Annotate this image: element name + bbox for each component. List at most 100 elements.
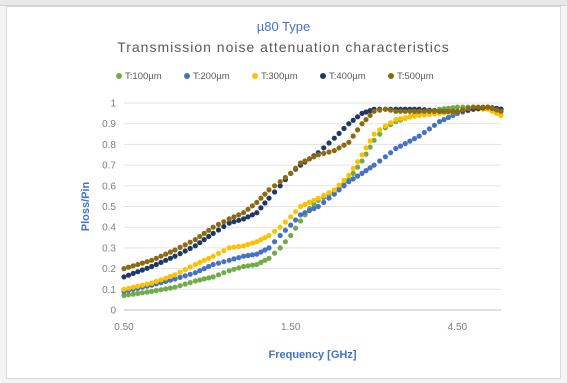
y-tick-label: 1 xyxy=(110,99,116,110)
data-point xyxy=(277,179,283,185)
data-point xyxy=(153,287,159,294)
data-point xyxy=(192,237,198,243)
data-point xyxy=(411,113,418,119)
data-point xyxy=(121,266,127,272)
data-point xyxy=(315,195,321,201)
data-point xyxy=(144,265,150,271)
data-point xyxy=(450,105,456,111)
data-point xyxy=(355,127,361,133)
data-point xyxy=(187,245,193,251)
data-point xyxy=(167,249,173,255)
data-point xyxy=(163,275,169,281)
data-point xyxy=(241,253,247,259)
data-point xyxy=(206,275,212,281)
data-point xyxy=(371,137,377,143)
data-point xyxy=(382,123,388,129)
data-point xyxy=(355,114,361,120)
data-point xyxy=(336,182,342,188)
data-point xyxy=(172,272,178,278)
data-point xyxy=(153,278,159,284)
data-point xyxy=(297,218,304,224)
legend-marker xyxy=(388,73,394,79)
data-point xyxy=(262,235,268,241)
data-point xyxy=(266,245,272,251)
data-point xyxy=(282,239,288,245)
data-point xyxy=(411,136,418,142)
data-point xyxy=(272,228,278,234)
data-point xyxy=(272,183,278,189)
data-point xyxy=(139,267,145,273)
data-point xyxy=(206,227,212,233)
data-point xyxy=(363,145,369,151)
data-point xyxy=(341,177,347,183)
data-point xyxy=(231,214,237,220)
data-point xyxy=(192,270,198,276)
data-point xyxy=(306,156,312,162)
data-point xyxy=(341,142,347,148)
data-point xyxy=(167,273,173,280)
data-point xyxy=(367,112,373,118)
data-point xyxy=(149,263,155,270)
legend-marker xyxy=(116,73,122,79)
data-point xyxy=(231,219,237,225)
data-point xyxy=(445,114,451,121)
data-point xyxy=(197,233,203,240)
data-point xyxy=(210,274,216,280)
data-point xyxy=(201,276,207,282)
data-point xyxy=(144,259,150,265)
y-tick-label: 0.6 xyxy=(102,181,116,192)
data-point xyxy=(288,214,294,220)
data-point xyxy=(297,160,304,166)
data-point xyxy=(336,187,342,193)
data-point xyxy=(249,212,255,218)
series-5 xyxy=(121,104,504,272)
y-tick-label: 0.5 xyxy=(102,202,116,213)
data-point xyxy=(377,107,383,113)
data-point xyxy=(445,108,451,114)
data-point xyxy=(197,259,203,265)
x-axis-title: Frequency [GHz] xyxy=(268,349,356,361)
data-point xyxy=(201,266,207,272)
data-point xyxy=(172,276,178,282)
data-point xyxy=(359,121,365,127)
data-point xyxy=(206,263,212,270)
data-point xyxy=(272,239,278,245)
data-point xyxy=(241,243,247,249)
data-point xyxy=(121,286,127,292)
top-strip xyxy=(0,0,567,6)
data-point xyxy=(441,117,447,123)
data-point xyxy=(402,115,408,121)
data-point xyxy=(377,131,383,137)
data-point xyxy=(177,251,183,257)
data-point xyxy=(421,112,427,118)
data-point xyxy=(182,267,188,273)
data-point xyxy=(163,286,169,292)
data-point xyxy=(388,107,394,113)
data-point xyxy=(421,108,427,114)
data-point xyxy=(426,126,432,132)
data-point xyxy=(197,240,203,246)
data-point xyxy=(331,148,337,154)
legend-label: T:400µm xyxy=(329,71,366,82)
data-point xyxy=(153,255,159,261)
data-point xyxy=(182,248,188,254)
data-point xyxy=(355,164,361,170)
x-tick-label: 4.50 xyxy=(448,322,468,333)
data-point xyxy=(172,253,178,259)
data-point xyxy=(226,220,232,226)
data-point xyxy=(377,127,383,133)
y-tick-label: 0 xyxy=(110,306,116,317)
data-point xyxy=(130,284,136,290)
legend-marker xyxy=(252,73,258,79)
data-point xyxy=(367,108,373,114)
data-point xyxy=(311,197,317,203)
data-point xyxy=(388,120,394,126)
data-point xyxy=(236,217,242,223)
data-point xyxy=(206,255,212,261)
data-point xyxy=(480,104,486,110)
data-point xyxy=(407,138,413,144)
data-point xyxy=(272,189,278,195)
y-tick-label: 0.7 xyxy=(102,161,116,172)
data-point xyxy=(258,237,264,243)
x-tick-label: 1.50 xyxy=(281,322,301,333)
